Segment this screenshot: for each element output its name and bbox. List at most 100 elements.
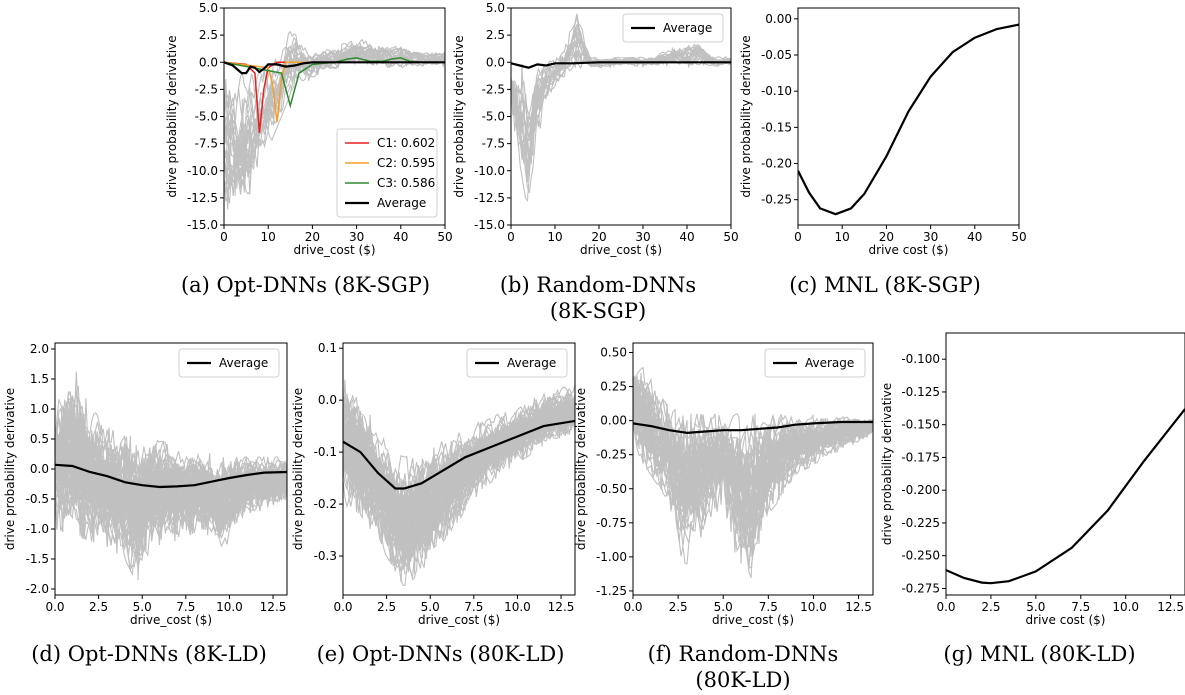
x-tick-label: 0 xyxy=(507,230,515,244)
plot-area-a xyxy=(224,30,445,210)
plot-area-c xyxy=(798,23,1019,216)
axes-frame xyxy=(945,332,1185,596)
x-tick-label: 5.0 xyxy=(714,600,733,614)
x-tick-label: 50 xyxy=(1011,230,1026,244)
x-tick-label: 30 xyxy=(923,230,938,244)
legend-label: Average xyxy=(663,21,712,35)
series-average xyxy=(633,420,873,435)
legend-box xyxy=(466,348,568,378)
y-tick-label: -2.5 xyxy=(482,82,505,96)
x-tick-label: 7.5 xyxy=(1071,600,1090,614)
y-tick-label: -10.0 xyxy=(474,164,505,178)
legend-label: Average xyxy=(377,196,426,210)
axes-frame xyxy=(632,342,874,596)
y-tick-label: -0.50 xyxy=(596,482,627,496)
x-tick-label: 12.5 xyxy=(260,600,287,614)
model-curve xyxy=(343,403,575,572)
model-curve xyxy=(55,396,287,509)
x-tick-label: 12.5 xyxy=(1157,600,1184,614)
y-tick-label: -0.1 xyxy=(314,445,337,459)
model-curve xyxy=(55,458,287,539)
caption-b-line-2: (8K-SGP) xyxy=(549,299,647,323)
x-tick-label: 20 xyxy=(591,230,606,244)
y-tick-label: -0.150 xyxy=(901,418,940,432)
axes-frame xyxy=(797,7,1020,226)
plot-area-d xyxy=(55,371,287,581)
plot-area-b xyxy=(511,13,731,202)
legend-label: Average xyxy=(219,356,268,370)
series-average xyxy=(511,61,731,69)
legend-label: C2: 0.595 xyxy=(377,156,435,170)
series-curve xyxy=(798,23,1019,216)
model-curve xyxy=(55,429,287,569)
legend: Average xyxy=(764,348,866,378)
y-tick-label: -12.5 xyxy=(187,191,218,205)
chart-d: 0.0 2.5 5.0 7.5 10.0 12.5 2.0 1.5 1.0 0.5 0.0 -0.5 -… xyxy=(3,342,288,627)
y-tick-label: -1.5 xyxy=(26,552,49,566)
series-c2-0-595 xyxy=(224,61,445,122)
series-c3-0-586 xyxy=(224,57,445,109)
model-curve xyxy=(633,402,873,526)
caption-d: (d) Opt-DNNs (8K-LD) xyxy=(8,641,290,667)
caption-g: (g) MNL (80K-LD) xyxy=(912,641,1167,667)
chart-f: 0.0 2.5 5.0 7.5 10.0 12.5 0.50 0.25 0.00 -0.25 -0.… xyxy=(574,342,874,627)
y-tick-label: -15.0 xyxy=(187,218,218,232)
y-tick-label: 0.50 xyxy=(600,346,627,360)
y-axis-label: drive probability derivative xyxy=(574,388,588,550)
y-tick-label: 1.5 xyxy=(30,372,49,386)
x-tick-label: 12.5 xyxy=(845,600,872,614)
plot-area-f xyxy=(633,366,873,578)
y-tick-label: 5.0 xyxy=(486,1,505,15)
plot-area-g xyxy=(946,408,1185,585)
y-tick-label: -0.2 xyxy=(314,497,337,511)
y-tick-label: -0.100 xyxy=(901,352,940,366)
legend-label: Average xyxy=(507,356,556,370)
x-tick-label: 10.0 xyxy=(216,600,243,614)
y-tick-label: -0.5 xyxy=(26,492,49,506)
y-axis-label: drive probability derivative xyxy=(291,388,305,550)
x-tick-label: 40 xyxy=(679,230,694,244)
x-tick-label: 10 xyxy=(835,230,850,244)
caption-a-line-1: (a) Opt-DNNs (8K-SGP) xyxy=(180,273,431,297)
y-tick-label: -0.175 xyxy=(901,450,940,464)
y-axis-label: drive probability derivative xyxy=(3,388,17,550)
series-curve xyxy=(946,408,1185,585)
legend: Average xyxy=(178,348,280,378)
y-tick-label: 0.5 xyxy=(30,432,49,446)
y-tick-label: -0.125 xyxy=(901,385,940,399)
model-curve xyxy=(633,377,873,564)
model-curve xyxy=(511,52,731,202)
axes-frame xyxy=(342,342,576,596)
x-tick-label: 0.0 xyxy=(333,600,352,614)
y-tick-label: -0.25 xyxy=(761,193,792,207)
x-tick-label: 12.5 xyxy=(548,600,575,614)
y-tick-label: -12.5 xyxy=(474,191,505,205)
caption-d-line-1: (d) Opt-DNNs (8K-LD) xyxy=(31,642,267,666)
plot-area-e xyxy=(343,379,575,587)
legend: Average xyxy=(622,13,724,43)
y-axis-label: drive probability derivative xyxy=(165,35,179,197)
model-curve xyxy=(633,386,873,515)
y-tick-label: -15.0 xyxy=(474,218,505,232)
x-tick-label: 0.0 xyxy=(936,600,955,614)
y-tick-label: -0.20 xyxy=(761,157,792,171)
y-tick-label: 0.0 xyxy=(30,462,49,476)
y-tick-label: 2.0 xyxy=(30,342,49,356)
y-tick-label: 0.00 xyxy=(600,414,627,428)
legend-box xyxy=(178,348,280,378)
model-curve xyxy=(511,24,731,141)
legend-box xyxy=(622,13,724,43)
legend-box xyxy=(764,348,866,378)
model-curve xyxy=(633,417,873,549)
legend: Average xyxy=(466,348,568,378)
chart-c: 0 10 20 30 40 50 0.00 -0.05 -0.10 -0.15 -0.20 -0.25… xyxy=(739,7,1027,257)
y-tick-label: -7.5 xyxy=(482,137,505,151)
y-tick-label: 0.00 xyxy=(765,12,792,26)
model-curve xyxy=(343,402,575,532)
caption-g-line-1: (g) MNL (80K-LD) xyxy=(943,642,1136,666)
y-tick-label: -0.05 xyxy=(761,48,792,62)
x-axis-label: drive_cost ($) xyxy=(712,613,794,627)
model-curve xyxy=(55,414,287,521)
y-tick-label: -2.0 xyxy=(26,582,49,596)
caption-f-line-2: (80K-LD) xyxy=(695,668,791,692)
